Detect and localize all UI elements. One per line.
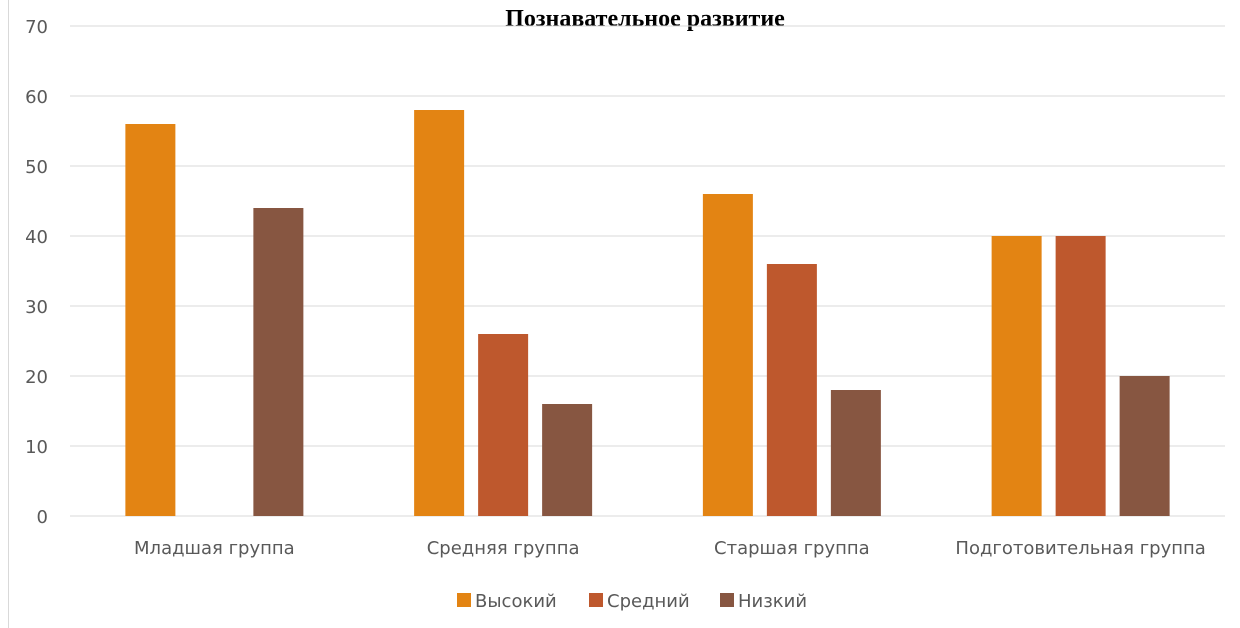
y-axis: 0 10 20 30 40 50 60 70 <box>25 17 48 528</box>
x-category-label: Младшая группа <box>134 538 295 559</box>
x-axis: Младшая группа Средняя группа Старшая груп… <box>134 538 1206 559</box>
y-tick-label: 60 <box>25 87 48 108</box>
bar-2-3 <box>766 264 817 516</box>
chart-frame <box>8 0 1240 628</box>
legend-swatch <box>720 593 734 607</box>
y-tick-label: 20 <box>25 367 48 388</box>
x-category-label: Старшая группа <box>714 538 870 559</box>
bar-1-1 <box>125 124 176 516</box>
legend-label: Низкий <box>738 591 807 612</box>
y-tick-label: 40 <box>25 227 48 248</box>
bar-3-3 <box>830 390 881 516</box>
y-tick-label: 30 <box>25 297 48 318</box>
y-tick-label: 50 <box>25 157 48 178</box>
bar-1-3 <box>702 194 753 516</box>
bar-2-4 <box>1055 236 1106 516</box>
y-tick-label: 70 <box>25 17 48 38</box>
y-tick-label: 0 <box>37 507 48 528</box>
bar-3-1 <box>253 208 304 516</box>
legend-swatch <box>589 593 603 607</box>
x-category-label: Подготовительная группа <box>955 538 1205 559</box>
y-tick-label: 10 <box>25 437 48 458</box>
chart-title: Познавательное развитие <box>505 6 785 32</box>
bar-1-2 <box>414 110 465 516</box>
bar-3-2 <box>542 404 593 516</box>
legend-label: Средний <box>607 591 690 612</box>
legend-label: Высокий <box>475 591 557 612</box>
legend-swatch <box>457 593 471 607</box>
bar-2-2 <box>478 334 529 516</box>
bar-3-4 <box>1119 376 1170 516</box>
legend: Высокий Средний Низкий <box>457 591 807 612</box>
bar-1-4 <box>991 236 1042 516</box>
gridlines <box>70 25 1225 517</box>
x-category-label: Средняя группа <box>427 538 580 559</box>
bars <box>125 110 1170 516</box>
